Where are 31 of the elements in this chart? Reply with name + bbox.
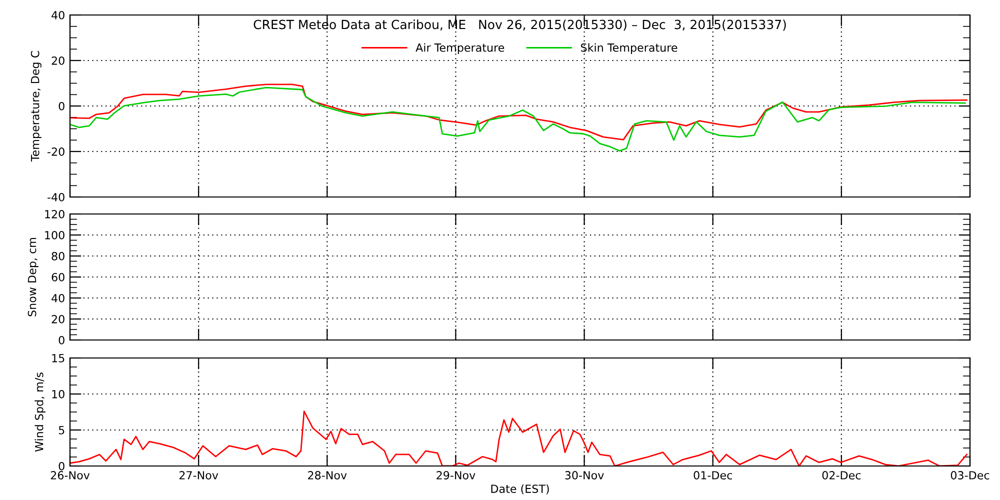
y-tick-label: 10 (52, 390, 64, 398)
legend-label: Skin Temperature (580, 43, 678, 54)
x-axis-title: Date (EST) (491, 484, 549, 494)
y-tick-label: 15 (52, 354, 64, 362)
y-tick-label: 40 (52, 10, 64, 20)
y-axis-title: Temperature, Deg C (30, 51, 42, 162)
y-tick-label: 0 (58, 336, 64, 344)
y-tick-label: 0 (58, 462, 64, 470)
y-tick-label: 20 (52, 314, 64, 324)
x-tick-label: 26-Nov (50, 471, 90, 480)
y-tick-label: 20 (52, 56, 64, 65)
y-tick-label: 40 (52, 294, 64, 302)
y-tick-label: 5 (58, 426, 64, 434)
y-tick-label: 0 (58, 102, 64, 110)
chart-title: CREST Meteo Data at Caribou, ME Nov 26, 2015(2015330) – Dec 3, 2015(2015337) (254, 20, 786, 31)
y-tick-label: 100 (45, 230, 64, 240)
y-axis-title: Wind Spd, m/s (34, 372, 46, 452)
x-tick-label: 29-Nov (436, 471, 476, 480)
y-tick-label: -40 (48, 192, 64, 202)
x-tick-label: 30-Nov (565, 471, 604, 480)
y-tick-label: 60 (52, 272, 64, 282)
legend-label: Air Temperature (416, 43, 504, 54)
y-tick-label: 80 (52, 252, 64, 260)
x-tick-label: 02-Dec (822, 471, 861, 480)
x-tick-label: 03-Dec (950, 471, 990, 480)
y-tick-label: -20 (48, 147, 64, 156)
y-tick-label: 120 (45, 210, 64, 218)
x-tick-label: 01-Dec (694, 471, 732, 480)
x-tick-label: 27-Nov (179, 471, 218, 480)
y-axis-title: Snow Dep, cm (28, 238, 38, 316)
x-tick-label: 28-Nov (308, 471, 347, 480)
